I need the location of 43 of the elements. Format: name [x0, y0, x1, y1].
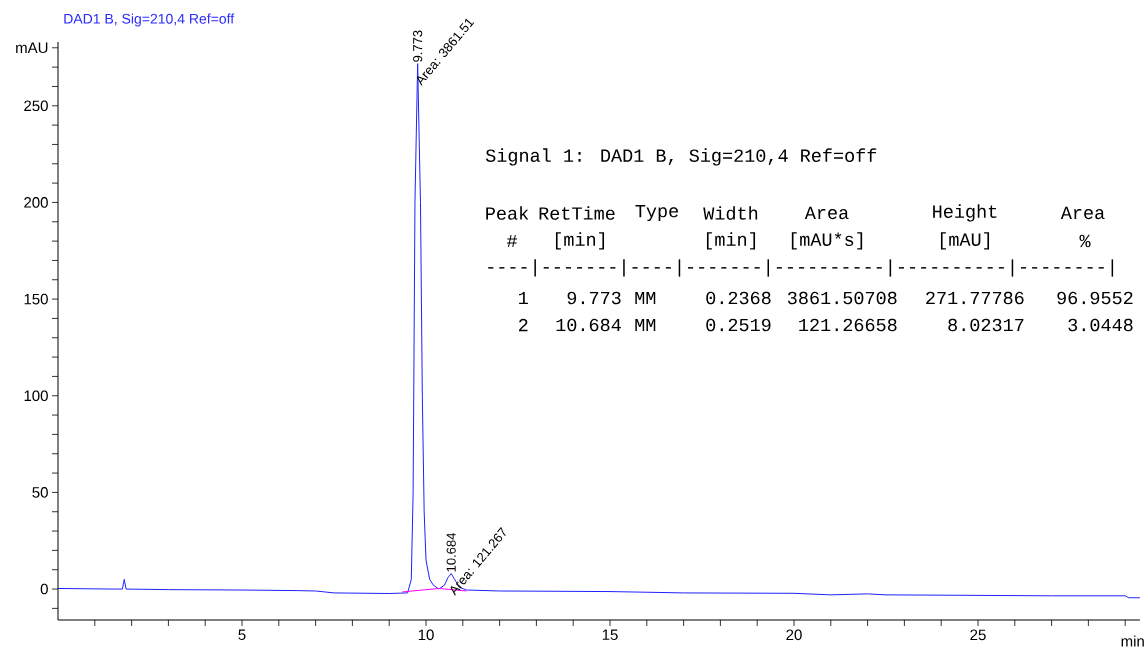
y-tick-label: 200 [24, 197, 48, 208]
annotation: 9.773 [567, 291, 621, 305]
x-tick-label: 20 [786, 629, 802, 641]
annotation: Area [804, 206, 849, 220]
annotation: [mAU*s] [791, 232, 863, 250]
x-tick-label: 15 [602, 629, 618, 640]
annotation: [min] [555, 232, 605, 250]
annotation: ----|-------|----|-------|----------|----------|--------| [488, 259, 1114, 277]
y-tick-label: 50 [32, 487, 48, 498]
y-tick-label: 0 [40, 583, 48, 595]
annotation: 3.0448 [1068, 318, 1133, 332]
annotation: 3861.50708 [787, 291, 897, 305]
annotation: 2 [519, 318, 528, 332]
x-axis-title: min [1121, 635, 1144, 647]
annotation: 0.2368 [706, 291, 771, 305]
y-tick-label: 150 [24, 293, 48, 305]
annotation: MM [635, 318, 656, 332]
annotation: Type [635, 204, 678, 221]
annotation: MM [635, 291, 656, 305]
annotation: Signal 1: DAD1 B, Sig=210,4 Ref=off [485, 148, 877, 166]
x-tick-label: 25 [970, 629, 986, 641]
annotation: 96.9552 [1057, 291, 1133, 305]
annotation: 10.684 [556, 318, 621, 332]
annotation: 271.77786 [926, 291, 1024, 305]
annotation: Area [1060, 206, 1105, 220]
annotation: [mAU] [940, 232, 990, 250]
annotation: 121.26658 [799, 318, 897, 332]
y-tick-label: 250 [24, 100, 48, 112]
y-tick-label: 100 [24, 390, 48, 402]
annotation: # [506, 234, 517, 248]
annotation: [min] [706, 232, 756, 250]
annotation: 1 [519, 291, 528, 305]
annotation: 8.02317 [948, 318, 1024, 332]
annotation: Height [933, 204, 997, 222]
annotation: % [1079, 234, 1091, 248]
annotation: 0.2519 [706, 318, 771, 332]
annotation: Width [703, 206, 758, 220]
y-tick-label: mAU [16, 42, 48, 54]
annotation: RetTime [539, 206, 615, 220]
x-tick-label: 5 [238, 629, 246, 640]
chart-title: DAD1 B, Sig=210,4 Ref=off [64, 13, 235, 27]
annotation: Peak [486, 206, 529, 220]
x-tick-label: 10 [418, 629, 434, 641]
